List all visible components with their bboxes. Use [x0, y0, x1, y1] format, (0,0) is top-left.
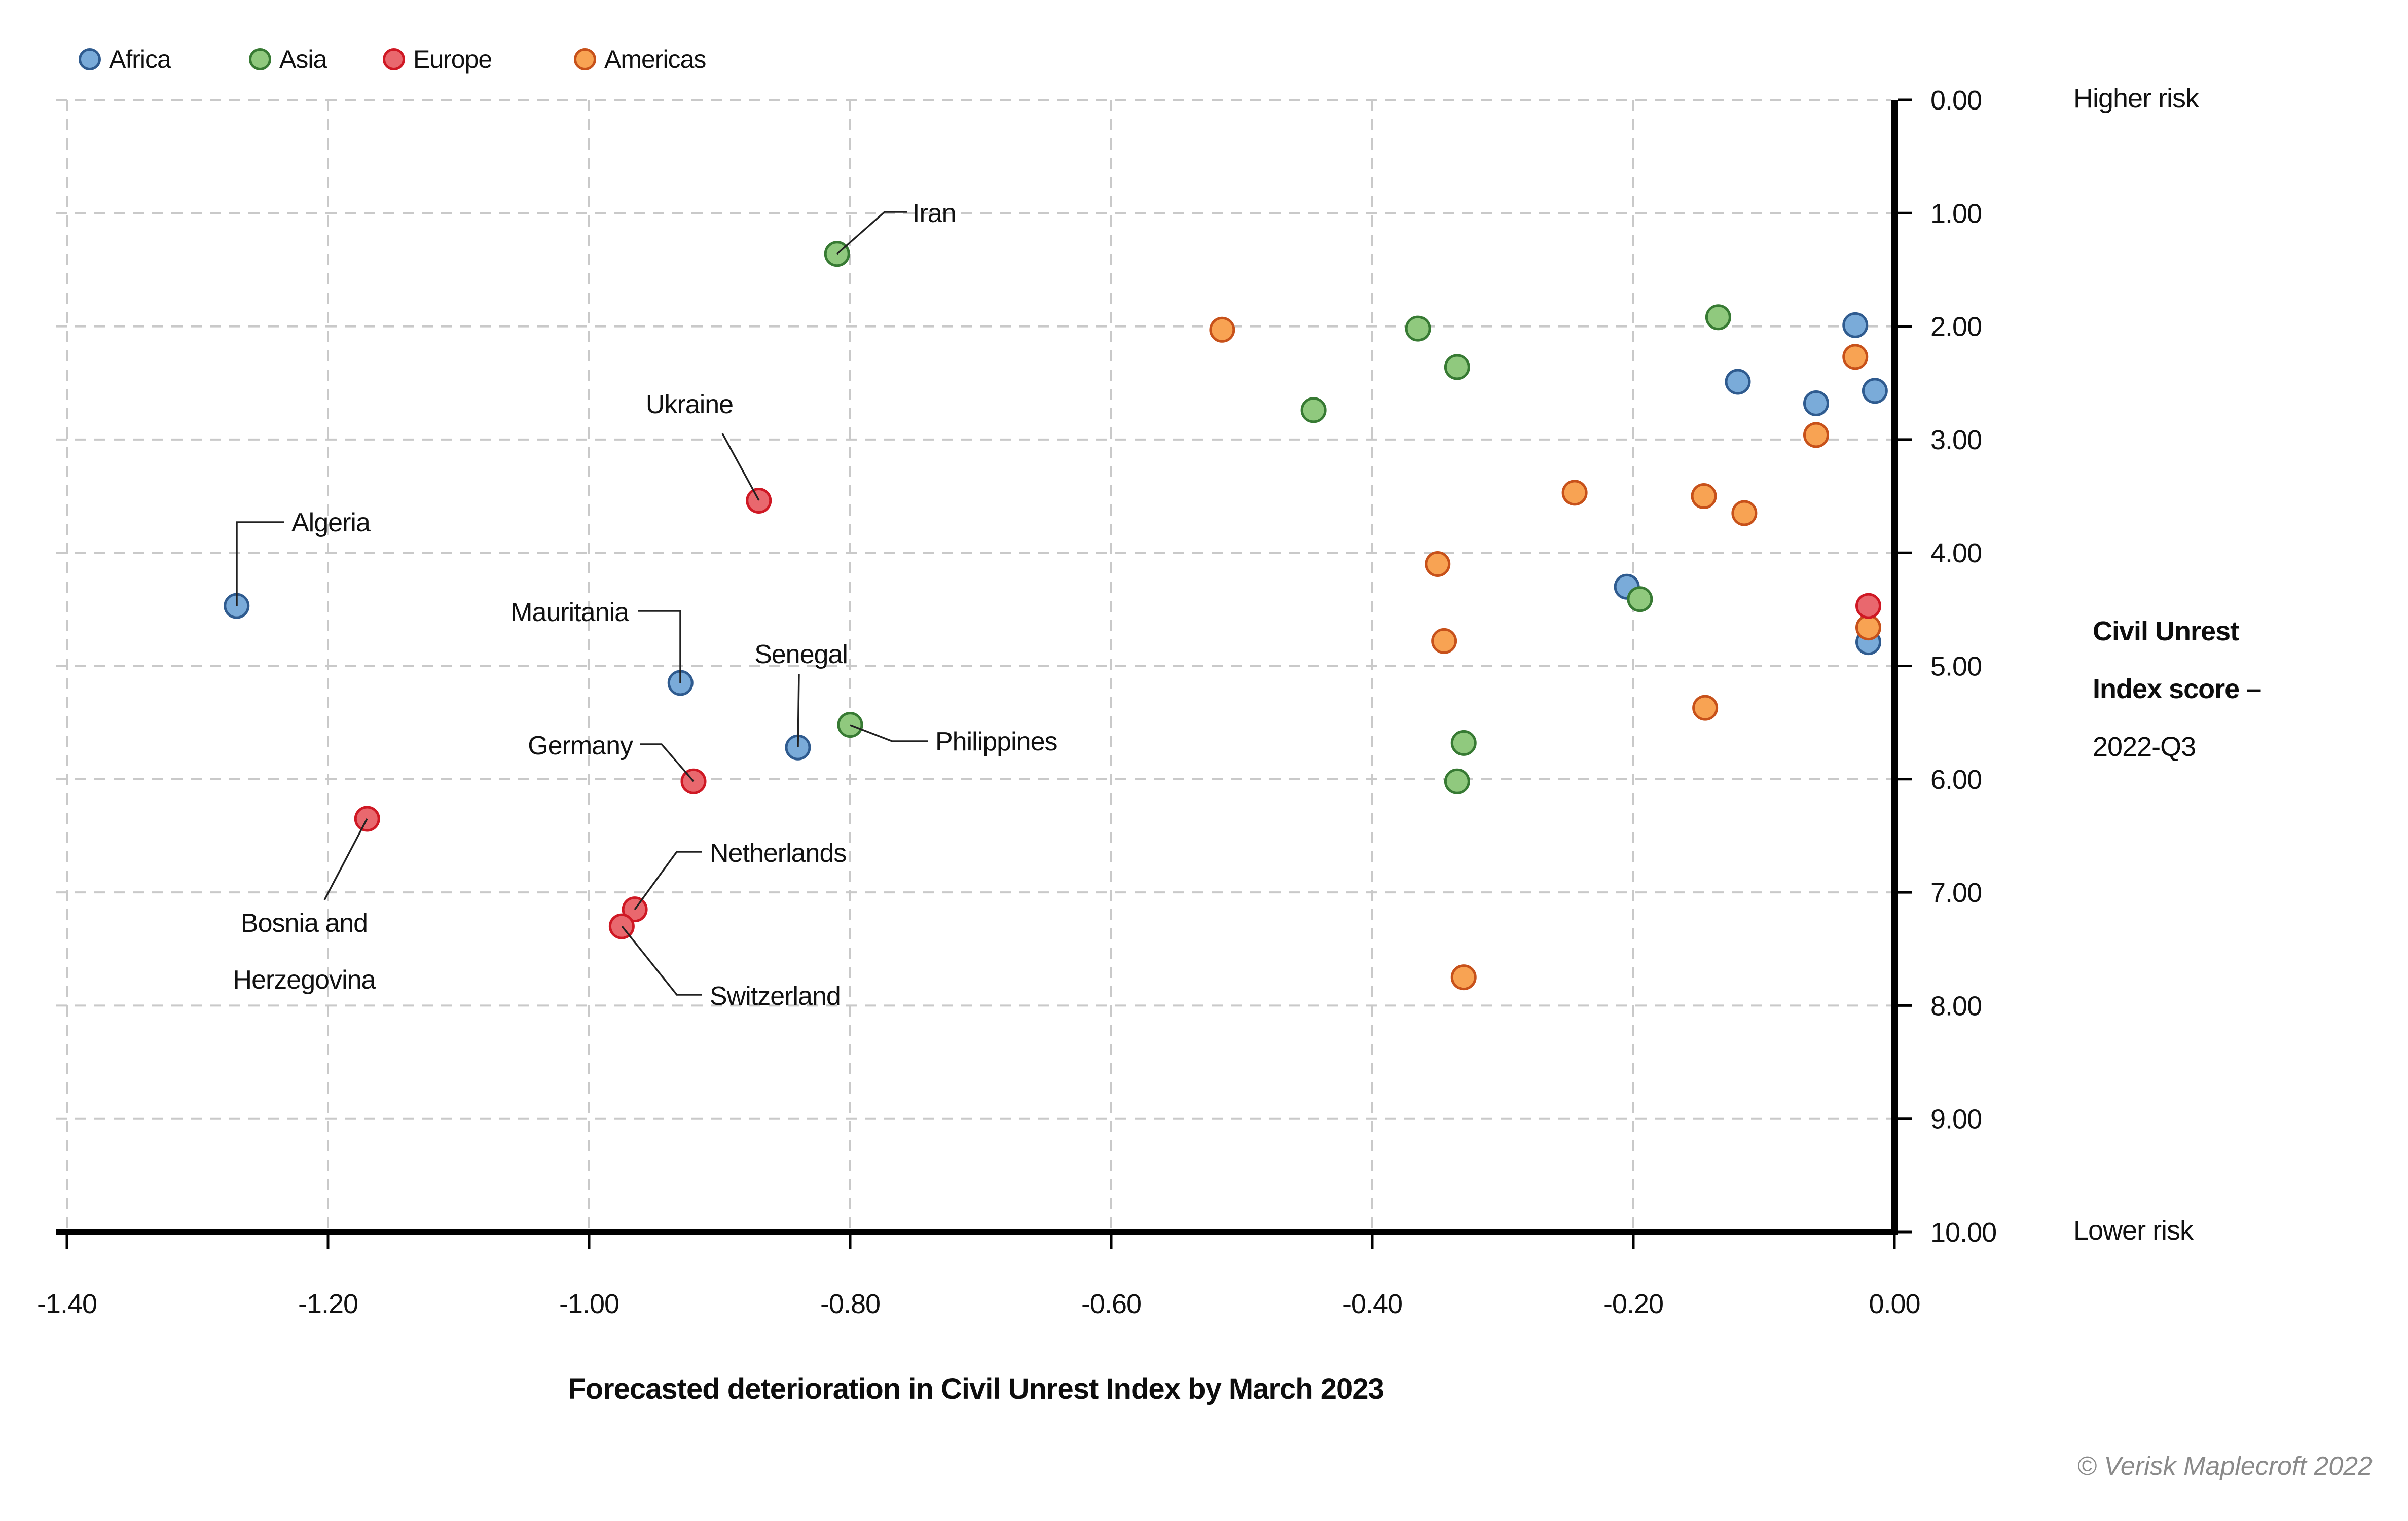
- y-tick-label: 8.00: [1930, 991, 1982, 1021]
- africa-marker-icon: [79, 48, 101, 70]
- asia-marker-icon: [249, 48, 271, 70]
- data-point-asia: [1444, 354, 1470, 380]
- x-tick-label: -0.60: [1081, 1289, 1141, 1319]
- data-point-asia: [1705, 304, 1731, 331]
- data-point-asia: [1300, 397, 1327, 423]
- data-point-americas: [1855, 614, 1881, 641]
- x-tick-label: 0.00: [1869, 1289, 1920, 1319]
- europe-marker-icon: [383, 48, 405, 70]
- country-label: Philippines: [935, 727, 1057, 756]
- data-point-africa: [1842, 312, 1869, 338]
- data-point-americas: [1450, 964, 1477, 991]
- legend-item-africa: Africa: [79, 45, 171, 74]
- data-point-asia: [1450, 730, 1477, 756]
- data-point-americas: [1431, 628, 1457, 654]
- y-axis-title: Civil Unrest Index score – 2022-Q3: [2093, 602, 2261, 776]
- y-axis-title-line: Index score –: [2093, 674, 2261, 704]
- callout-leader-line: [621, 925, 702, 996]
- data-point-europe: [680, 768, 707, 794]
- y-tick-label: 5.00: [1930, 651, 1982, 682]
- data-point-europe: [608, 913, 635, 939]
- lower-risk-note: Lower risk: [2073, 1215, 2194, 1246]
- country-label: Mauritania: [510, 598, 629, 627]
- y-axis-title-line: 2022-Q3: [2093, 732, 2196, 762]
- y-tick-label: 9.00: [1930, 1104, 1982, 1135]
- data-point-africa: [1803, 390, 1829, 416]
- data-point-asia: [1627, 586, 1653, 612]
- data-point-americas: [1561, 480, 1588, 506]
- country-label: Iran: [913, 199, 956, 228]
- legend-item-asia: Asia: [249, 45, 327, 74]
- country-label: Herzegovina: [233, 965, 376, 995]
- data-point-americas: [1692, 695, 1719, 721]
- data-point-americas: [1731, 500, 1758, 526]
- data-point-americas: [1425, 551, 1451, 577]
- legend-label: Americas: [604, 45, 706, 74]
- data-point-americas: [1691, 483, 1717, 510]
- legend-item-americas: Americas: [574, 45, 706, 74]
- legend-item-europe: Europe: [383, 45, 492, 74]
- data-point-europe: [354, 806, 380, 832]
- copyright: © Verisk Maplecroft 2022: [2077, 1452, 2373, 1481]
- callout-leader-line: [634, 851, 702, 911]
- callout-leader-line: [640, 743, 695, 782]
- x-axis-title: Forecasted deterioration in Civil Unrest…: [568, 1372, 1384, 1405]
- callout-leader-line: [236, 521, 284, 606]
- legend-label: Europe: [413, 45, 492, 74]
- data-point-africa: [1862, 378, 1888, 404]
- y-tick-label: 7.00: [1930, 878, 1982, 908]
- callout-leader-line: [323, 818, 368, 900]
- data-point-americas: [1842, 344, 1869, 370]
- data-point-asia: [837, 712, 863, 738]
- y-tick-label: 2.00: [1930, 312, 1982, 342]
- x-tick-label: -1.40: [37, 1289, 97, 1319]
- x-tick-label: -1.20: [298, 1289, 358, 1319]
- data-point-americas: [1803, 422, 1829, 448]
- x-tick-label: -0.40: [1342, 1289, 1402, 1319]
- callout-leader-line: [850, 724, 928, 742]
- data-point-asia: [1405, 315, 1431, 342]
- legend-label: Asia: [279, 45, 327, 74]
- callout-leader-line: [721, 433, 760, 501]
- country-label: Switzerland: [710, 982, 841, 1011]
- callout-leader-line: [638, 610, 681, 683]
- country-label: Netherlands: [710, 839, 846, 868]
- country-label: Senegal: [754, 640, 848, 669]
- y-tick-label: 6.00: [1930, 765, 1982, 795]
- data-point-europe: [746, 487, 772, 514]
- x-tick-label: -0.20: [1603, 1289, 1663, 1319]
- y-tick-label: 1.00: [1930, 198, 1982, 229]
- data-point-americas: [1209, 316, 1235, 343]
- y-axis-title-line: Civil Unrest: [2093, 616, 2239, 646]
- country-label: Bosnia and: [241, 909, 368, 938]
- americas-marker-icon: [574, 48, 596, 70]
- y-tick-label: 3.00: [1930, 425, 1982, 455]
- country-label: Algeria: [291, 508, 371, 537]
- data-point-africa: [1725, 369, 1751, 395]
- y-tick-label: 4.00: [1930, 538, 1982, 568]
- higher-risk-note: Higher risk: [2073, 83, 2199, 114]
- x-tick-label: -0.80: [820, 1289, 880, 1319]
- country-label: Germany: [528, 731, 633, 760]
- callout-leader-line: [797, 674, 800, 748]
- data-point-europe: [1855, 593, 1881, 619]
- y-tick-label: 0.00: [1930, 85, 1982, 116]
- legend-label: Africa: [109, 45, 171, 74]
- country-label: Ukraine: [646, 390, 733, 419]
- callout-leader-line: [836, 211, 907, 255]
- y-tick-label: 10.00: [1930, 1217, 1996, 1248]
- x-tick-label: -1.00: [559, 1289, 619, 1319]
- data-point-asia: [1444, 768, 1470, 794]
